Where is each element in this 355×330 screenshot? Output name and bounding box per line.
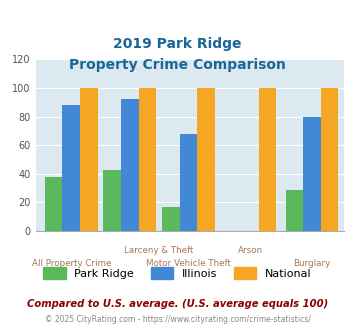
Text: All Property Crime: All Property Crime <box>32 259 111 268</box>
Text: Property Crime Comparison: Property Crime Comparison <box>69 58 286 72</box>
Bar <box>180 134 197 231</box>
Bar <box>80 88 98 231</box>
Bar <box>259 88 277 231</box>
Text: Arson: Arson <box>237 246 263 255</box>
Legend: Park Ridge, Illinois, National: Park Ridge, Illinois, National <box>39 263 316 283</box>
Bar <box>285 189 303 231</box>
Bar <box>321 88 338 231</box>
Bar <box>138 88 156 231</box>
Bar <box>303 116 321 231</box>
Text: © 2025 CityRating.com - https://www.cityrating.com/crime-statistics/: © 2025 CityRating.com - https://www.city… <box>45 315 310 324</box>
Bar <box>162 207 180 231</box>
Text: Motor Vehicle Theft: Motor Vehicle Theft <box>146 259 231 268</box>
Bar <box>45 177 62 231</box>
Bar <box>121 99 138 231</box>
Text: Compared to U.S. average. (U.S. average equals 100): Compared to U.S. average. (U.S. average … <box>27 299 328 309</box>
Text: Larceny & Theft: Larceny & Theft <box>124 246 194 255</box>
Bar <box>103 170 121 231</box>
Text: 2019 Park Ridge: 2019 Park Ridge <box>113 37 242 51</box>
Bar <box>62 105 80 231</box>
Bar <box>197 88 215 231</box>
Text: Burglary: Burglary <box>293 259 331 268</box>
